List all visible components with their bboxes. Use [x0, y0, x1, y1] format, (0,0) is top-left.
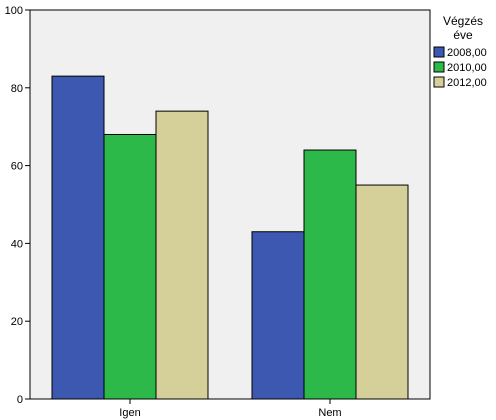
legend-title-line-2: éve	[453, 28, 473, 42]
bar-nem-2008-00	[251, 231, 305, 400]
y-tick-label-20: 20	[11, 316, 23, 328]
legend-label-2008-00: 2008,00	[447, 47, 487, 59]
bar-igen-2012-00	[155, 110, 209, 400]
legend-swatch-2008-00	[433, 46, 445, 58]
bars-group	[51, 75, 409, 400]
x-tick-label-igen: Igen	[119, 407, 140, 419]
bar-igen-2010-00	[103, 133, 157, 400]
x-tick-label-nem: Nem	[318, 407, 341, 419]
y-axis: 0 20 40 60 80 100	[5, 5, 30, 406]
y-tick-label-80: 80	[11, 83, 23, 95]
legend-swatch-2012-00	[433, 76, 445, 88]
legend-label-2012-00: 2012,00	[447, 77, 487, 89]
x-axis: Igen Nem	[119, 399, 342, 419]
y-tick-label-0: 0	[17, 394, 23, 406]
legend-label-2010-00: 2010,00	[447, 62, 487, 74]
y-tick-label-60: 60	[11, 161, 23, 173]
bar-nem-2010-00	[303, 149, 357, 400]
legend-title-line-1: Végzés	[443, 14, 483, 28]
y-tick-label-40: 40	[11, 238, 23, 250]
bar-igen-2008-00	[51, 75, 105, 400]
bar-nem-2012-00	[355, 184, 409, 400]
y-tick-label-100: 100	[5, 5, 23, 17]
legend-swatch-2010-00	[433, 61, 445, 73]
